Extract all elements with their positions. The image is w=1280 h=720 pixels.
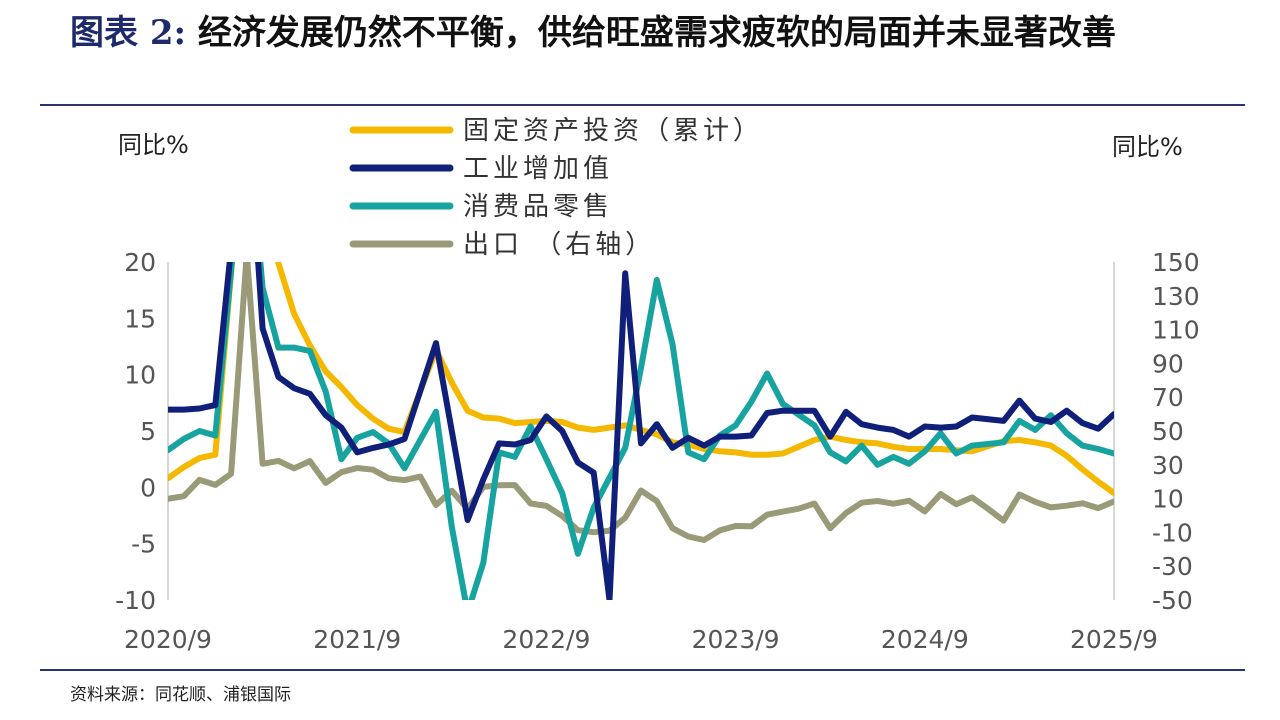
right-tick-label: -50 [1152, 586, 1193, 615]
title-rule [40, 104, 1245, 106]
right-tick-label: 10 [1152, 485, 1184, 514]
x-axis-ticks: 2020/9 2021/9 2022/9 2023/9 2024/9 2025/9 [124, 625, 1158, 654]
chart-title-text: 经济发展仍然不平衡，供给旺盛需求疲软的局面并未显著改善 [197, 13, 1116, 53]
right-tick-label: 70 [1152, 383, 1184, 412]
left-tick-label: 20 [124, 248, 156, 277]
series-line-3 [168, 262, 1114, 543]
x-tick-label: 2023/9 [692, 625, 780, 654]
chart-title: 图表 2: 经济发展仍然不平衡，供给旺盛需求疲软的局面并未显著改善 [70, 10, 1250, 56]
x-tick-label: 2025/9 [1070, 625, 1158, 654]
right-tick-label: -10 [1152, 518, 1193, 547]
legend-label: 出口 （右轴） [463, 230, 655, 260]
chart-title-label: 图表 2: [70, 13, 187, 53]
left-tick-label: 15 [124, 304, 156, 333]
right-axis-label: 同比% [1112, 133, 1183, 161]
right-tick-label: 50 [1152, 417, 1184, 446]
right-tick-label: 90 [1152, 349, 1184, 378]
source-note: 资料来源：同花顺、浦银国际 [70, 685, 291, 705]
series-line-1 [168, 262, 1114, 600]
right-tick-label: 110 [1152, 316, 1200, 345]
left-axis-ticks: -10 -5 0 5 10 15 20 [115, 248, 156, 615]
right-tick-label: 150 [1152, 248, 1200, 277]
left-tick-label: 5 [140, 417, 156, 446]
right-axis-ticks: -50 -30 -10 10 30 50 70 90 110 130 150 [1152, 248, 1200, 615]
right-tick-label: -30 [1152, 552, 1193, 581]
x-tick-label: 2020/9 [124, 625, 212, 654]
legend-label: 消费品零售 [463, 192, 613, 222]
legend-label: 工业增加值 [463, 154, 613, 184]
series-layer [168, 262, 1114, 600]
legend-label: 固定资产投资（累计） [463, 116, 763, 146]
left-axis-label: 同比% [118, 131, 189, 159]
footer-rule [40, 669, 1245, 671]
left-tick-label: 10 [124, 361, 156, 390]
right-tick-label: 130 [1152, 282, 1200, 311]
x-tick-label: 2022/9 [502, 625, 590, 654]
right-tick-label: 30 [1152, 451, 1184, 480]
left-tick-label: -5 [131, 530, 156, 559]
left-tick-label: 0 [140, 473, 156, 502]
x-tick-label: 2021/9 [313, 625, 401, 654]
x-tick-label: 2024/9 [881, 625, 969, 654]
series-line-2 [168, 262, 1114, 600]
left-tick-label: -10 [115, 586, 156, 615]
